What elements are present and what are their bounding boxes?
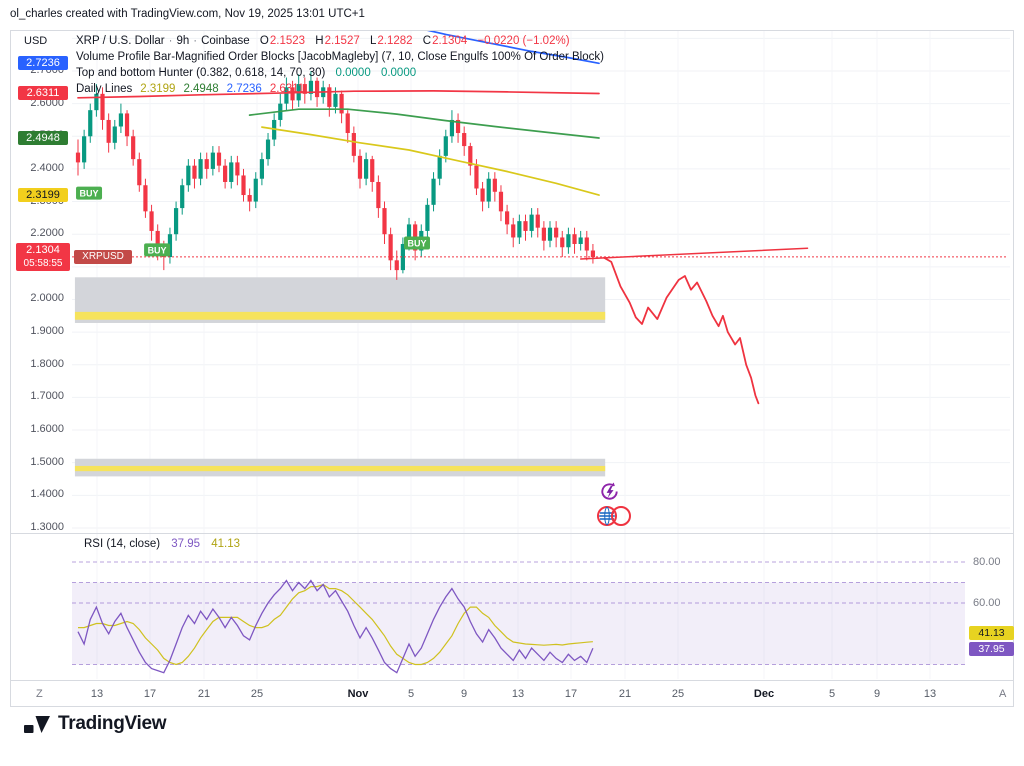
time-axis-label: 5 bbox=[407, 688, 415, 700]
order-block-band bbox=[74, 311, 606, 320]
rsi-value: 37.95 bbox=[171, 538, 201, 550]
price-axis-currency: USD bbox=[24, 35, 48, 47]
rsi-ma-value: 41.13 bbox=[211, 538, 241, 550]
time-axis-label: 25 bbox=[671, 688, 685, 700]
exchange-label: Coinbase bbox=[201, 35, 250, 47]
time-axis-label: 13 bbox=[923, 688, 937, 700]
price-change: −0.0220 (−1.02%) bbox=[477, 35, 570, 47]
price-axis-label: 2.2000 bbox=[30, 227, 64, 240]
separator-dot: · bbox=[168, 35, 173, 47]
svg-text:BUY: BUY bbox=[407, 239, 426, 249]
time-axis-label: 9 bbox=[460, 688, 468, 700]
legend-daily-lines[interactable]: Daily Lines 2.3199 2.4948 2.7236 2.6311 bbox=[76, 81, 604, 97]
overlay-lines bbox=[77, 31, 809, 405]
current-price-value: 2.1304 bbox=[26, 244, 60, 256]
rsi-line bbox=[77, 579, 594, 674]
order-block-band bbox=[74, 465, 606, 472]
refresh-lightning-icon bbox=[598, 480, 621, 508]
ohlc-open-value: 2.1523 bbox=[269, 35, 306, 47]
daily-line-value: 2.3199 bbox=[140, 83, 176, 95]
daily-line-value: 2.4948 bbox=[183, 83, 219, 95]
indicator-value: 0.0000 bbox=[335, 67, 371, 79]
price-axis-label: 1.6000 bbox=[30, 423, 64, 436]
separator-dot: · bbox=[193, 35, 198, 47]
interval-label: 9h bbox=[176, 35, 190, 47]
time-axis-label: 13 bbox=[511, 688, 525, 700]
time-axis-label: Nov bbox=[347, 688, 369, 700]
rsi-indicator-name: RSI (14, close) bbox=[84, 538, 161, 550]
svg-text:BUY: BUY bbox=[148, 245, 167, 255]
ohlc-close-value: 2.1304 bbox=[432, 35, 468, 47]
time-axis-label: 5 bbox=[828, 688, 836, 700]
price-axis-label: 1.5000 bbox=[30, 455, 64, 468]
tradingview-logo-text: TradingView bbox=[58, 713, 167, 734]
countdown-timer: 05:58:55 bbox=[23, 258, 63, 269]
chart-legend: XRP / U.S. Dollar · 9h · Coinbase O2.1523 H2… bbox=[76, 33, 604, 97]
symbol-title: XRP / U.S. Dollar bbox=[76, 35, 165, 47]
main-chart-pane[interactable] bbox=[10, 30, 1013, 533]
rsi-legend[interactable]: RSI (14, close) 37.95 41.13 bbox=[84, 538, 240, 550]
time-axis[interactable]: Z A 13 17 21 25 Nov 5 9 13 17 21 25 Dec 5 9 13 bbox=[0, 681, 1024, 706]
rsi-ma-line bbox=[78, 583, 593, 666]
time-axis-label: 17 bbox=[564, 688, 578, 700]
buy-marker bbox=[403, 236, 430, 250]
tradingview-logo[interactable]: TradingView bbox=[24, 713, 167, 735]
indicator-name: Daily Lines bbox=[76, 83, 133, 95]
time-axis-label: 17 bbox=[143, 688, 157, 700]
daily-line-values: 2.3199 2.4948 2.7236 2.6311 bbox=[132, 83, 304, 95]
price-axis-label: 1.8000 bbox=[30, 357, 64, 370]
price-axis[interactable]: 2.70002.60002.50002.40002.30002.20002.10… bbox=[0, 0, 70, 707]
time-axis-label: 13 bbox=[90, 688, 104, 700]
buy-marker bbox=[76, 186, 103, 200]
daily-line-value: 2.7236 bbox=[226, 83, 262, 95]
time-axis-label: 25 bbox=[250, 688, 264, 700]
indicator-name: Top and bottom Hunter (0.382, 0.618, 14,… bbox=[76, 67, 326, 79]
current-price-badge: 2.1304 05:58:55 bbox=[16, 243, 70, 271]
time-axis-label: 21 bbox=[197, 688, 211, 700]
ohlc-open-label: O bbox=[259, 35, 269, 47]
rsi-axis-label-60: 60.00 bbox=[973, 597, 1001, 609]
price-level-badge: 2.6311 bbox=[18, 86, 68, 101]
ohlc-low-value: 2.1282 bbox=[377, 35, 413, 47]
attribution-text: ol_charles created with TradingView.com,… bbox=[10, 8, 365, 20]
price-axis-label: 1.7000 bbox=[30, 390, 64, 403]
time-axis-label: 9 bbox=[873, 688, 881, 700]
globe-rings-icon bbox=[596, 504, 632, 533]
ohlc-close-label: C bbox=[422, 35, 432, 47]
symbol-price-chip: XRPUSD bbox=[74, 250, 132, 264]
ohlc-low-label: L bbox=[369, 35, 377, 47]
rsi-value-badge: 37.95 bbox=[969, 642, 1014, 656]
time-axis-label: 21 bbox=[618, 688, 632, 700]
price-axis-label: 2.0000 bbox=[30, 292, 64, 305]
indicator-name: Volume Profile Bar-Magnified Order Block… bbox=[76, 51, 604, 63]
time-axis-label: Dec bbox=[753, 688, 775, 700]
ohlc-high-label: H bbox=[315, 35, 324, 47]
price-level-badge: 2.4948 bbox=[18, 130, 68, 145]
price-axis-label: 1.4000 bbox=[30, 488, 64, 501]
price-axis-label: 1.9000 bbox=[30, 325, 64, 338]
indicator-value: 0.0000 bbox=[380, 67, 417, 79]
rsi-axis-label-80: 80.00 bbox=[973, 556, 1001, 568]
price-axis-label: 1.3000 bbox=[30, 520, 64, 533]
svg-text:BUY: BUY bbox=[80, 189, 99, 199]
daily-line-value: 2.6311 bbox=[269, 83, 305, 95]
legend-indicator-hunter[interactable]: Top and bottom Hunter (0.382, 0.618, 14,… bbox=[76, 65, 604, 81]
time-axis-corner-right: A bbox=[999, 688, 1007, 700]
time-axis-corner-left: Z bbox=[36, 688, 43, 700]
tradingview-logo-mark bbox=[24, 715, 50, 733]
legend-symbol-row[interactable]: XRP / U.S. Dollar · 9h · Coinbase O2.1523 H2… bbox=[76, 33, 604, 49]
legend-indicator-volume-profile[interactable]: Volume Profile Bar-Magnified Order Block… bbox=[76, 49, 604, 65]
buy-marker bbox=[144, 243, 171, 257]
rsi-ma-badge: 41.13 bbox=[969, 626, 1014, 640]
price-level-badge: 2.3199 bbox=[18, 188, 68, 203]
price-axis-label: 2.4000 bbox=[30, 161, 64, 174]
ohlc-high-value: 2.1527 bbox=[324, 35, 360, 47]
price-level-badge: 2.7236 bbox=[18, 56, 68, 71]
rsi-pane[interactable] bbox=[10, 533, 1013, 680]
